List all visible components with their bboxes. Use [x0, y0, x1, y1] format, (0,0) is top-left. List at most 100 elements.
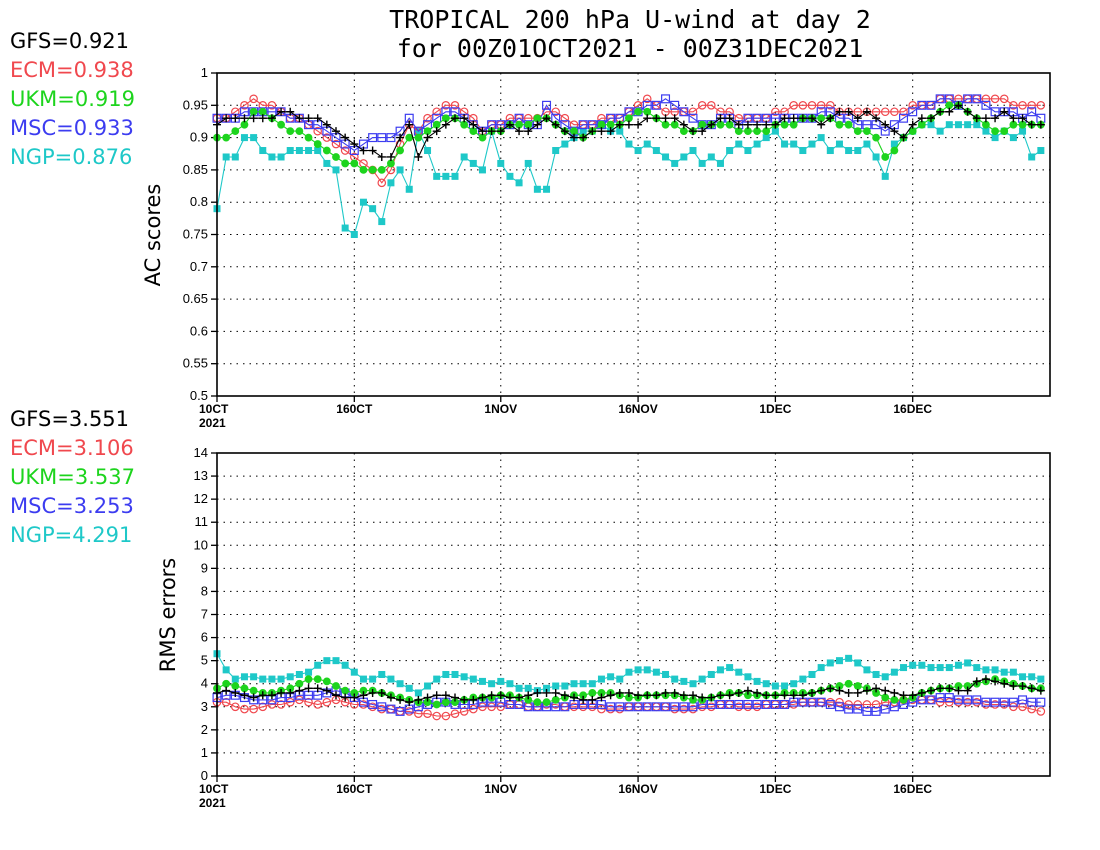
- data-point-msc: [944, 693, 954, 703]
- x-tick-year-label: 2021: [199, 796, 226, 810]
- data-point-gfs: [469, 695, 478, 704]
- data-point-ngp: [835, 657, 843, 665]
- data-point-ngp: [790, 140, 798, 148]
- data-point-msc: [935, 693, 945, 703]
- data-point-ngp: [771, 682, 779, 690]
- data-point-ngp: [854, 659, 862, 667]
- data-point-ngp: [387, 675, 395, 683]
- y-tick-label: 1: [201, 745, 208, 760]
- data-point-gfs: [689, 691, 697, 700]
- data-point-gfs: [451, 693, 459, 702]
- data-point-gfs: [277, 107, 286, 116]
- data-point-ukm: [1000, 127, 1009, 136]
- data-point-ecm: [249, 704, 258, 714]
- data-point-gfs: [881, 686, 890, 695]
- data-point-ngp: [890, 140, 898, 148]
- y-tick-label: 0.8: [190, 194, 208, 209]
- data-point-ngp: [945, 664, 953, 672]
- data-point-ukm: [844, 120, 853, 129]
- data-point-ukm: [322, 677, 331, 686]
- data-point-ngp: [561, 140, 569, 148]
- data-point-ngp: [524, 159, 532, 167]
- data-point-ecm: [707, 101, 716, 110]
- data-point-gfs: [981, 675, 990, 684]
- data-point-ngp: [222, 666, 230, 674]
- y-tick-label: 8: [201, 583, 208, 598]
- y-tick-label: 7: [201, 607, 208, 622]
- data-point-ngp: [250, 673, 258, 681]
- data-point-ngp: [396, 166, 404, 174]
- data-point-ukm: [332, 153, 340, 161]
- data-point-gfs: [908, 691, 917, 700]
- data-point-gfs: [762, 691, 771, 700]
- data-point-ngp: [625, 140, 633, 148]
- data-point-gfs: [1027, 684, 1036, 693]
- data-point-gfs: [423, 693, 432, 702]
- data-point-gfs: [762, 120, 771, 129]
- data-point-ecm: [313, 126, 322, 136]
- data-point-gfs: [698, 693, 707, 702]
- data-point-gfs: [579, 133, 588, 142]
- data-point-ngp: [909, 661, 917, 669]
- data-point-gfs: [222, 114, 231, 123]
- rms-series: [212, 650, 1046, 721]
- ac-score-ecm: ECM=0.938: [10, 58, 134, 82]
- data-point-ecm: [322, 697, 332, 707]
- data-point-gfs: [798, 691, 807, 700]
- data-point-ngp: [826, 659, 834, 667]
- data-point-ngp: [1019, 127, 1027, 135]
- data-point-gfs: [258, 691, 267, 700]
- data-point-gfs: [350, 693, 359, 702]
- data-point-ngp: [762, 680, 770, 688]
- data-point-ukm: [222, 679, 231, 688]
- data-point-ngp: [900, 664, 908, 672]
- x-tick-label: 10CT: [199, 402, 229, 416]
- data-point-ecm: [487, 702, 496, 712]
- data-point-msc: [1008, 697, 1018, 707]
- data-point-gfs: [542, 688, 551, 697]
- data-point-gfs: [286, 688, 295, 697]
- data-point-ngp: [259, 147, 267, 155]
- data-point-msc: [972, 695, 982, 705]
- data-point-gfs: [322, 686, 331, 695]
- data-point-gfs: [460, 695, 469, 704]
- data-point-ecm: [450, 101, 460, 110]
- series-gfs: [213, 675, 1045, 707]
- data-point-ngp: [396, 680, 404, 688]
- data-point-ukm: [634, 107, 642, 116]
- data-point-msc: [963, 94, 973, 104]
- data-point-msc: [377, 702, 387, 712]
- data-point-ngp: [890, 668, 898, 676]
- rms-x-ticks: 10CT 160CT 1NOV 16NOV 1DEC 16DEC 2021: [199, 776, 932, 810]
- data-point-gfs: [954, 686, 963, 695]
- data-point-msc: [386, 133, 396, 143]
- data-point-ngp: [561, 682, 569, 690]
- ac-score-panel: GFS=0.921 ECM=0.938 UKM=0.919 MSC=0.933 …: [10, 29, 1051, 430]
- data-point-ngp: [689, 680, 697, 688]
- data-point-ngp: [662, 670, 670, 678]
- data-point-ngp: [982, 127, 990, 135]
- data-point-ngp: [689, 147, 697, 155]
- data-point-ngp: [268, 675, 276, 683]
- data-point-msc: [972, 94, 982, 104]
- data-point-ukm: [414, 133, 423, 142]
- y-tick-label: 11: [195, 514, 209, 529]
- data-point-gfs: [789, 691, 798, 700]
- data-point-msc: [651, 702, 661, 712]
- data-point-ukm: [881, 693, 890, 702]
- x-tick-label: 160CT: [336, 402, 373, 416]
- data-point-msc: [670, 100, 680, 110]
- data-point-gfs: [1018, 682, 1027, 691]
- data-point-ngp: [277, 675, 285, 683]
- data-point-ecm: [871, 700, 881, 709]
- data-point-msc: [990, 697, 1000, 707]
- data-point-gfs: [487, 691, 496, 700]
- data-point-ngp: [881, 172, 889, 180]
- data-point-ngp: [460, 153, 468, 161]
- data-point-gfs: [963, 107, 972, 116]
- data-point-gfs: [844, 107, 853, 116]
- data-point-ukm: [341, 159, 350, 168]
- data-point-msc: [963, 695, 973, 705]
- data-point-ecm: [432, 711, 441, 721]
